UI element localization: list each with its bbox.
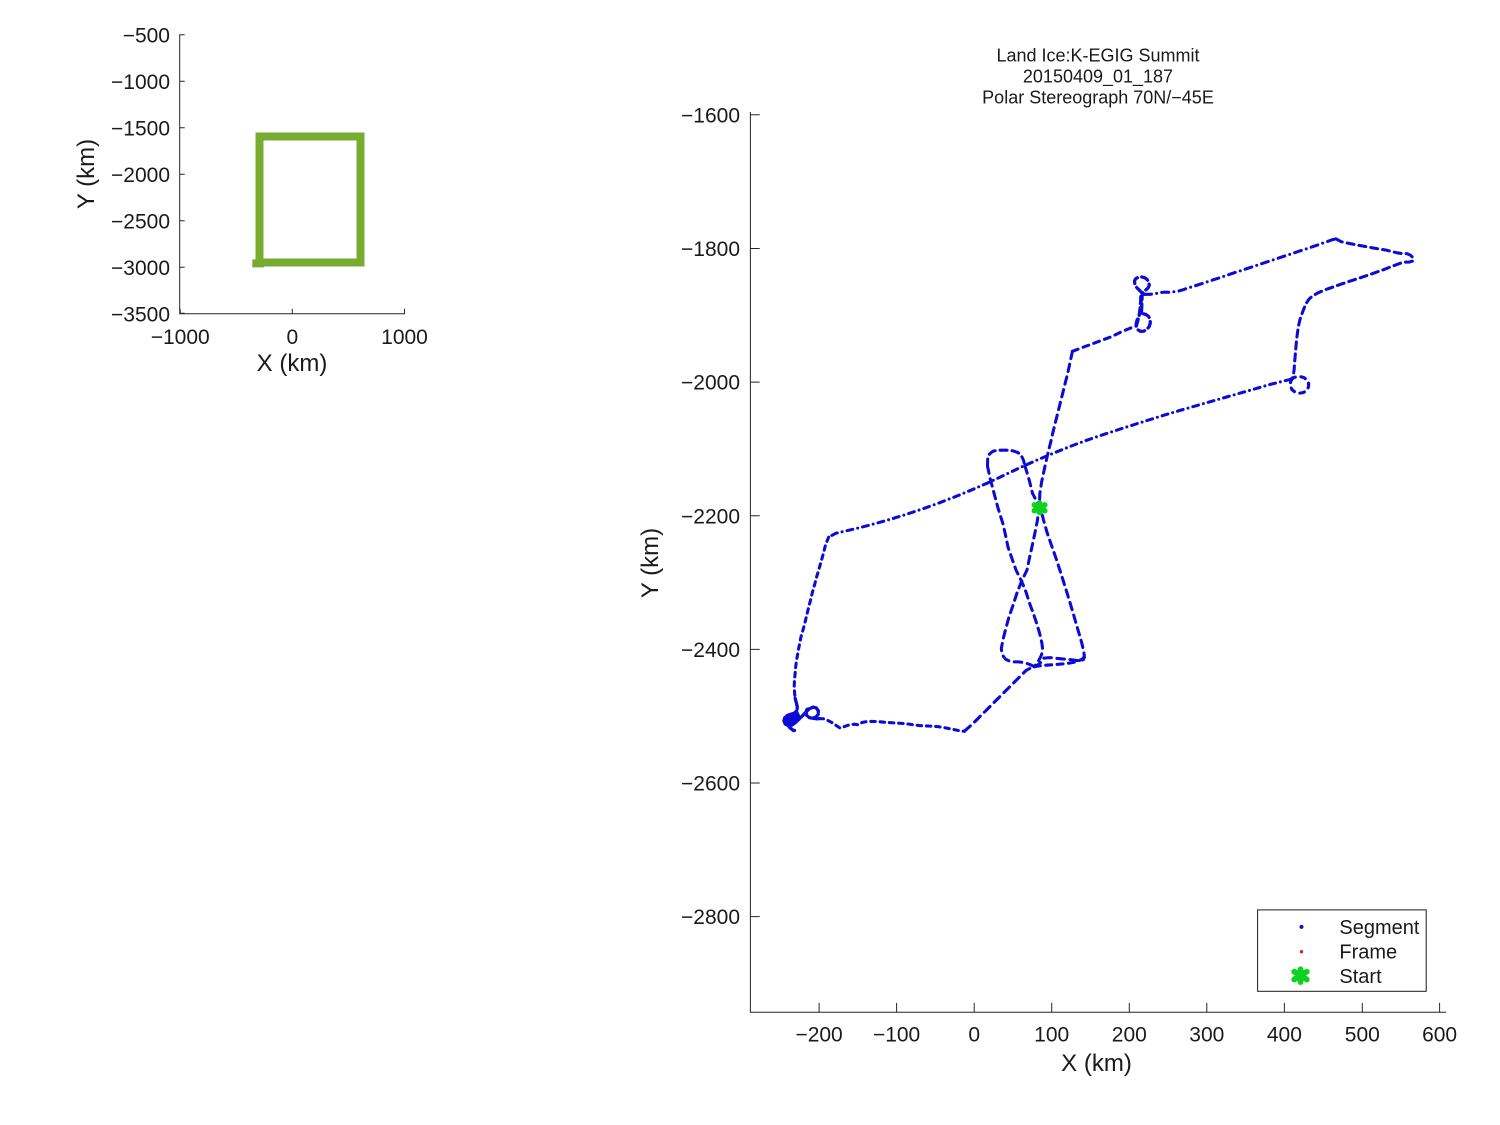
svg-text:Polar Stereograph 70N/−45E: Polar Stereograph 70N/−45E (982, 87, 1214, 107)
svg-text:−200: −200 (795, 1023, 842, 1046)
svg-text:−1600: −1600 (681, 104, 740, 127)
svg-text:−1000: −1000 (151, 326, 210, 349)
svg-text:Y (km): Y (km) (73, 139, 100, 209)
svg-text:Segment: Segment (1339, 917, 1419, 939)
svg-text:−500: −500 (123, 24, 170, 47)
svg-text:Start: Start (1339, 966, 1382, 988)
svg-text:Frame: Frame (1339, 942, 1397, 964)
svg-text:−3500: −3500 (111, 303, 170, 326)
svg-text:−100: −100 (873, 1023, 920, 1046)
svg-text:−2500: −2500 (111, 210, 170, 233)
svg-text:−2400: −2400 (681, 639, 740, 662)
svg-text:−1800: −1800 (681, 238, 740, 261)
svg-text:600: 600 (1422, 1023, 1457, 1046)
svg-text:200: 200 (1112, 1023, 1147, 1046)
svg-text:X (km): X (km) (257, 350, 328, 377)
svg-text:−2600: −2600 (681, 773, 740, 796)
svg-text:−1000: −1000 (111, 71, 170, 94)
svg-text:−3000: −3000 (111, 257, 170, 280)
svg-text:300: 300 (1189, 1023, 1224, 1046)
svg-text:−2000: −2000 (681, 372, 740, 395)
svg-text:1000: 1000 (381, 326, 428, 349)
svg-text:0: 0 (286, 326, 298, 349)
svg-text:400: 400 (1267, 1023, 1302, 1046)
svg-text:−2000: −2000 (111, 164, 170, 187)
svg-text:100: 100 (1034, 1023, 1069, 1046)
svg-text:500: 500 (1345, 1023, 1380, 1046)
svg-text:0: 0 (968, 1023, 980, 1046)
svg-text:X (km): X (km) (1061, 1050, 1132, 1077)
svg-text:−2800: −2800 (681, 906, 740, 929)
svg-text:Y (km): Y (km) (637, 528, 664, 598)
svg-text:20150409_01_187: 20150409_01_187 (1023, 66, 1173, 87)
svg-text:Land Ice:K-EGIG Summit: Land Ice:K-EGIG Summit (996, 46, 1199, 66)
svg-text:−1500: −1500 (111, 117, 170, 140)
svg-text:−2200: −2200 (681, 505, 740, 528)
